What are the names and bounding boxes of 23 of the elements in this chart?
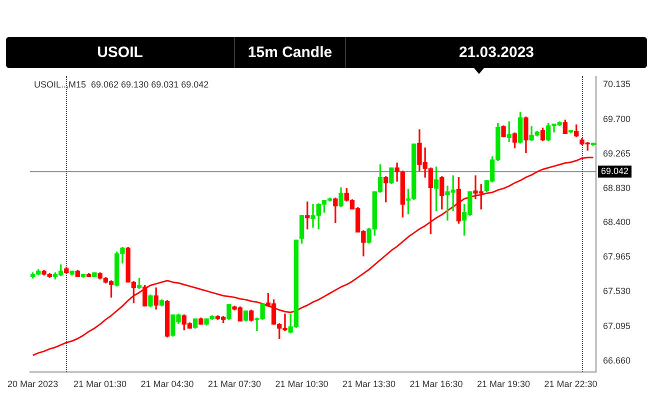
x-tick-label: 21 Mar 13:30: [342, 378, 396, 389]
text: 21.03.2023: [345, 37, 647, 68]
y-tick-label: 69.265: [603, 148, 631, 158]
y-tick-label: 68.830: [603, 182, 631, 193]
y-tick-label: 67.530: [603, 286, 631, 296]
ref-line-label: 69.042: [601, 166, 629, 176]
x-tick-label: 21 Mar 04:30: [140, 378, 194, 389]
x-tick-label: 20 Mar 2023: [8, 378, 58, 389]
y-tick-label: 67.965: [603, 252, 631, 262]
y-tick-label: 67.095: [603, 320, 631, 331]
x-tick-label: 21 Mar 22:30: [544, 378, 598, 389]
chart-subtitle: 15m Candle: [234, 37, 345, 68]
x-tick-label: 21 Mar 10:30: [275, 378, 328, 389]
chart-title: USOIL: [96, 43, 144, 63]
annotation: USOIL..,M15 69.062 69.130 69.031 69.042: [34, 79, 209, 90]
y-tick-label: 66.660: [603, 355, 631, 366]
x-tick-label: 21 Mar 19:30: [477, 378, 530, 389]
x-tick-label: 21 Mar 01:30: [74, 378, 127, 389]
y-tick-label: 69.700: [603, 114, 631, 124]
x-tick-label: 21 Mar 07:30: [208, 378, 262, 389]
x-tick-label: 21 Mar 16:30: [410, 378, 463, 389]
y-tick-label: 68.400: [603, 217, 631, 228]
y-tick-label: 70.135: [603, 79, 631, 90]
